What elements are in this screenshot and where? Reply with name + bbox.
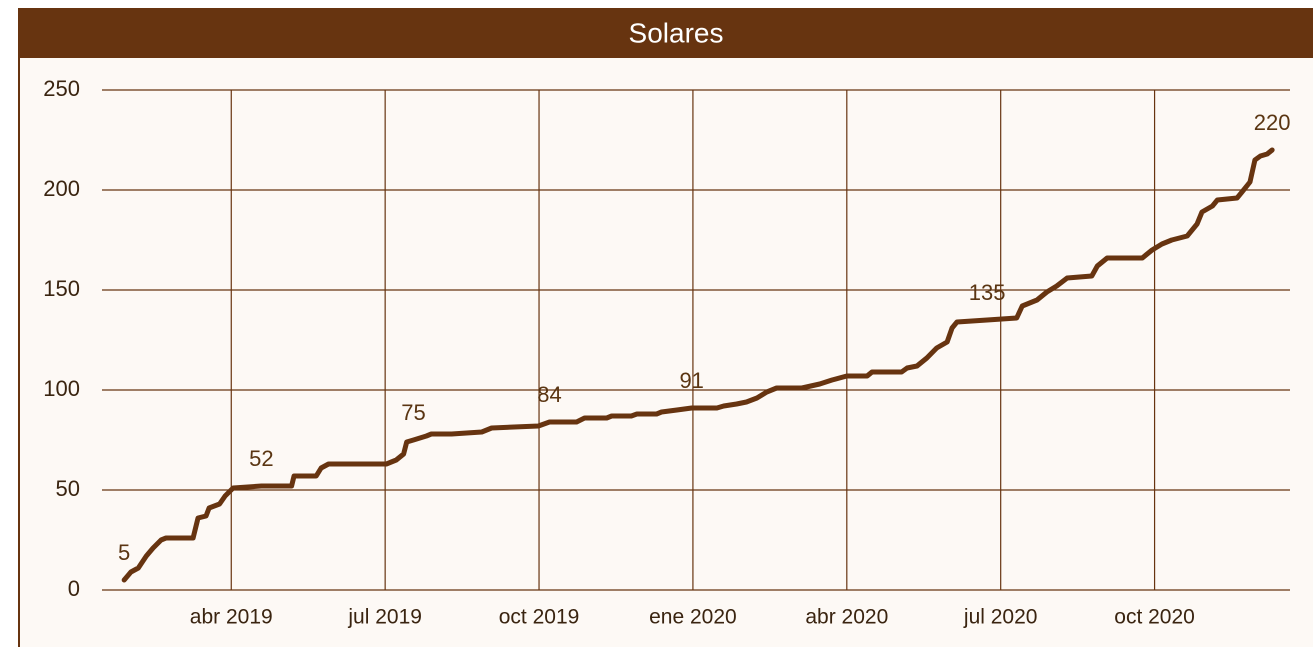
data-label: 5 bbox=[118, 540, 130, 565]
data-label: 75 bbox=[401, 400, 425, 425]
data-label: 135 bbox=[969, 280, 1006, 305]
x-tick-label: abr 2019 bbox=[190, 606, 273, 629]
y-tick-label: 150 bbox=[43, 276, 80, 301]
y-tick-label: 0 bbox=[68, 576, 80, 601]
title-bar bbox=[19, 9, 1313, 58]
x-tick-label: jul 2019 bbox=[347, 606, 422, 629]
y-tick-label: 200 bbox=[43, 176, 80, 201]
x-tick-label: jul 2020 bbox=[963, 606, 1038, 629]
data-line bbox=[121, 147, 1275, 583]
x-tick-label: oct 2020 bbox=[1114, 606, 1195, 629]
y-tick-label: 250 bbox=[43, 76, 80, 101]
data-label: 91 bbox=[679, 368, 703, 393]
data-label: 52 bbox=[249, 446, 273, 471]
x-tick-label: abr 2020 bbox=[805, 606, 888, 629]
data-label: 220 bbox=[1254, 110, 1291, 135]
x-tick-label: oct 2019 bbox=[499, 606, 580, 629]
chart-frame bbox=[18, 8, 1313, 647]
data-label: 84 bbox=[537, 382, 561, 407]
chart-title: Solares bbox=[629, 17, 724, 48]
y-tick-label: 100 bbox=[43, 376, 80, 401]
x-tick-label: ene 2020 bbox=[649, 606, 737, 629]
y-tick-label: 50 bbox=[56, 476, 80, 501]
